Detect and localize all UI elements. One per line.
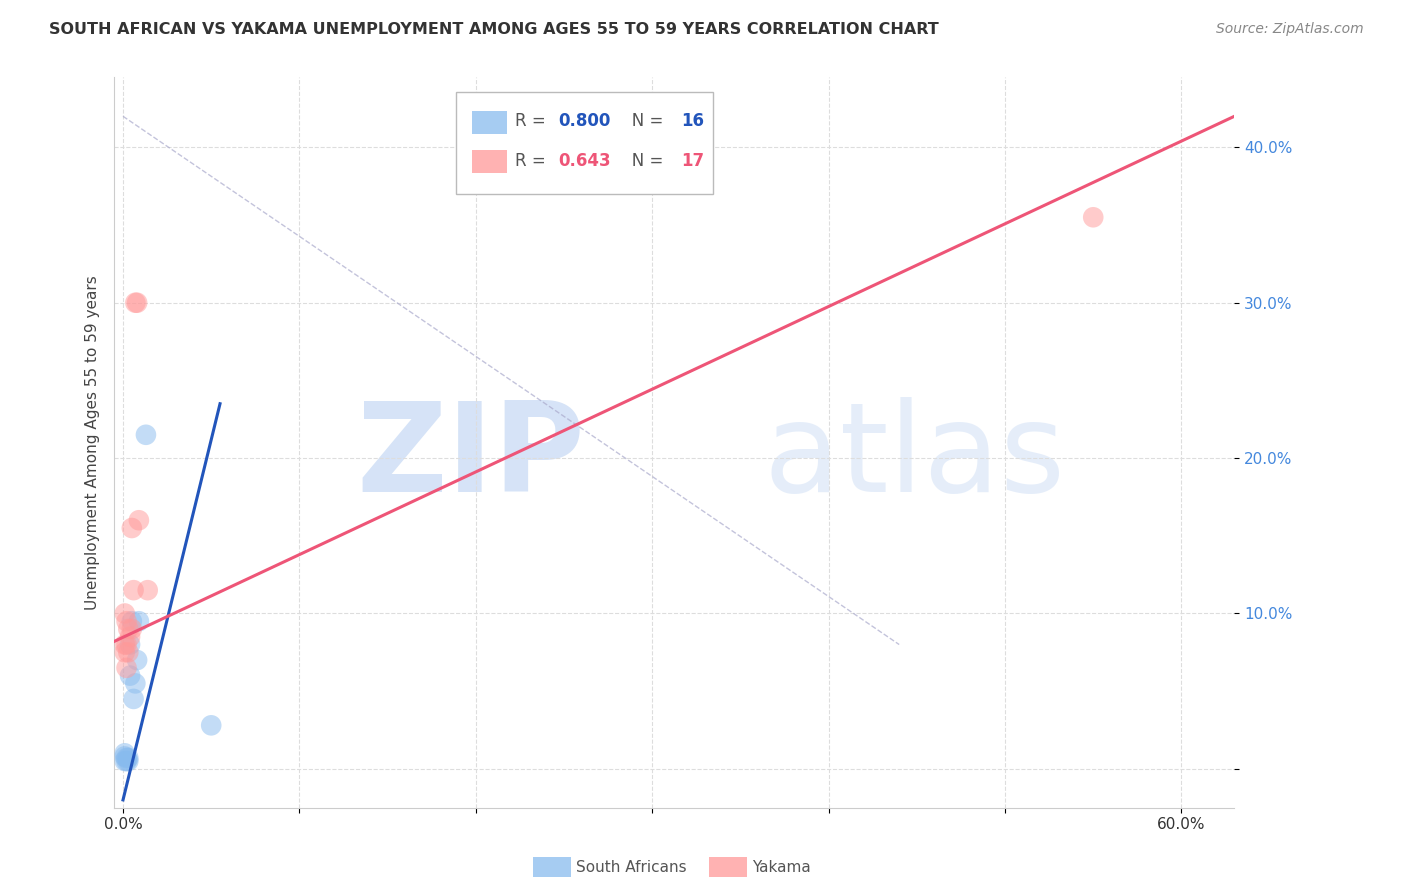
South Africans — [120, 668, 142, 682]
South Africans — [121, 614, 143, 628]
Text: Source: ZipAtlas.com: Source: ZipAtlas.com — [1216, 22, 1364, 37]
FancyBboxPatch shape — [456, 92, 713, 194]
Yakama — [122, 583, 145, 598]
Yakama — [1083, 211, 1105, 225]
Yakama — [115, 638, 138, 652]
Yakama — [114, 607, 136, 621]
Text: N =: N = — [616, 112, 669, 130]
South Africans — [115, 754, 138, 768]
South Africans — [128, 614, 150, 628]
Yakama — [115, 661, 138, 675]
South Africans — [114, 754, 136, 768]
South Africans — [114, 749, 136, 764]
South Africans — [120, 638, 142, 652]
FancyBboxPatch shape — [471, 111, 508, 135]
Text: Yakama: Yakama — [752, 860, 811, 874]
Yakama — [136, 583, 159, 598]
Yakama — [117, 645, 139, 659]
Text: N =: N = — [616, 153, 669, 170]
Yakama — [121, 622, 143, 636]
South Africans — [115, 751, 138, 765]
South Africans — [117, 751, 139, 765]
South Africans — [127, 653, 149, 667]
Text: South Africans: South Africans — [576, 860, 688, 874]
Yakama — [124, 295, 146, 310]
Text: 0.800: 0.800 — [558, 112, 610, 130]
Text: ZIP: ZIP — [356, 397, 585, 517]
Yakama — [117, 622, 139, 636]
South Africans — [117, 754, 139, 768]
Yakama — [127, 295, 149, 310]
FancyBboxPatch shape — [471, 150, 508, 173]
Yakama — [114, 645, 136, 659]
Text: 17: 17 — [681, 153, 704, 170]
Yakama — [115, 614, 138, 628]
Text: 16: 16 — [681, 112, 704, 130]
Text: 0.643: 0.643 — [558, 153, 610, 170]
Yakama — [120, 630, 142, 644]
Text: SOUTH AFRICAN VS YAKAMA UNEMPLOYMENT AMONG AGES 55 TO 59 YEARS CORRELATION CHART: SOUTH AFRICAN VS YAKAMA UNEMPLOYMENT AMO… — [49, 22, 939, 37]
Y-axis label: Unemployment Among Ages 55 to 59 years: Unemployment Among Ages 55 to 59 years — [86, 276, 100, 610]
Yakama — [128, 513, 150, 527]
Yakama — [114, 638, 136, 652]
Text: R =: R = — [515, 112, 551, 130]
South Africans — [124, 676, 146, 690]
South Africans — [114, 747, 136, 761]
Text: atlas: atlas — [763, 397, 1066, 517]
Yakama — [121, 521, 143, 535]
South Africans — [135, 427, 157, 442]
South Africans — [122, 692, 145, 706]
South Africans — [200, 718, 222, 732]
Text: R =: R = — [515, 153, 551, 170]
